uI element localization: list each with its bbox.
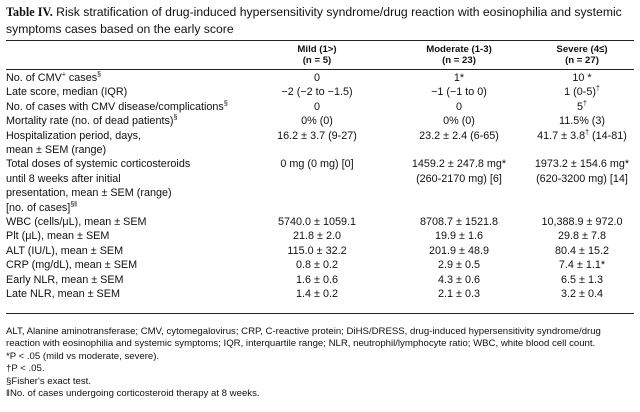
col-header-severe-n: (n = 27) (565, 55, 599, 66)
col-header-moderate: Moderate (1-3) (n = 23) (400, 44, 518, 66)
cell-mild: 0 (313, 100, 320, 113)
cell-severe: 10,388.9 ± 972.0 (541, 216, 623, 229)
cell-mild: 0 mg (0 mg) [0] (280, 158, 354, 171)
cell-severe: 29.8 ± 7.8 (558, 230, 606, 243)
col-header-moderate-name: Moderate (1-3) (426, 44, 492, 55)
footnotes: ALT, Alanine aminotransferase; CMV, cyto… (6, 326, 634, 400)
cell-severe: 1 (0-5)† (564, 85, 600, 99)
table-row: No. of cases with CMV disease/complicati… (6, 100, 634, 114)
cell-severe: 5† (577, 100, 587, 113)
cell-mild: 16.2 ± 3.7 (9-27) (277, 129, 357, 142)
table-row: ALT (IU/L), mean ± SEM 115.0 ± 32.2 201.… (6, 244, 634, 258)
footnote-parallel: ‖No. of cases undergoing corticosteroid … (6, 388, 260, 400)
col-header-mild: Mild (1>) (n = 5) (265, 44, 369, 66)
col-header-moderate-n: (n = 23) (442, 55, 476, 66)
top-rule (6, 40, 634, 41)
table-caption: Risk stratification of drug-induced hype… (6, 5, 622, 36)
table-row-continued: until 8 weeks after initial (260-2170 mg… (6, 172, 634, 186)
cell-mild: −2 (−2 to −1.5) (281, 86, 353, 99)
cell-mild: 0 (313, 72, 320, 84)
row-label: Plt (μL), mean ± SEM (6, 230, 110, 243)
col-header-severe: Severe (4≤) (n = 27) (530, 44, 634, 66)
col-header-mild-name: Mild (1>) (297, 44, 337, 55)
cell-severe: 1973.2 ± 154.6 mg* (534, 158, 630, 171)
cell-severe: 10 * (572, 72, 592, 84)
cell-moderate: 0 (455, 100, 462, 113)
row-label: Total doses of systemic corticosteroids (6, 158, 191, 171)
cell-moderate: 1459.2 ± 247.8 mg* (411, 158, 507, 171)
cell-severe: 7.4 ± 1.1* (558, 259, 606, 272)
cell-mild: 5740.0 ± 1059.1 (278, 216, 356, 229)
row-label: WBC (cells/μL), mean ± SEM (6, 216, 147, 229)
row-label-continued: presentation, mean ± SEM (range) (6, 187, 172, 200)
cell-mild: 0% (0) (301, 115, 333, 128)
row-label-continued: mean ± SEM (range) (6, 144, 107, 157)
cell-moderate: 2.9 ± 0.5 (438, 259, 480, 272)
table-label: Table IV. (6, 5, 53, 19)
cell-moderate: 8708.7 ± 1521.8 (420, 216, 498, 229)
table-row: Hospitalization period, days, 16.2 ± 3.7… (6, 129, 634, 143)
col-header-severe-name: Severe (4≤) (556, 44, 608, 55)
footnote-section: §Fisher's exact test. (6, 375, 92, 387)
table-row: Late score, median (IQR) −2 (−2 to −1.5)… (6, 85, 634, 99)
cell-moderate: 19.9 ± 1.6 (435, 230, 483, 243)
header-rule (6, 69, 634, 70)
cell-moderate: 0% (0) (443, 115, 475, 128)
cell-mild: 21.8 ± 2.0 (293, 230, 341, 243)
data-table: No. of CMV+ cases§ 0 1* 10 * Late score,… (6, 71, 634, 302)
table-row: Plt (μL), mean ± SEM 21.8 ± 2.0 19.9 ± 1… (6, 229, 634, 243)
cell-moderate: 23.2 ± 2.4 (6-65) (419, 129, 499, 142)
table-row-continued: [no. of cases]§‖ (6, 201, 634, 215)
row-label-continued: [no. of cases]§‖ (6, 201, 78, 214)
cell-severe: 41.7 ± 3.8† (14-81) (537, 129, 627, 142)
table-row: Mortality rate (no. of dead patients)§ 0… (6, 114, 634, 128)
cell-moderate: 4.3 ± 0.6 (438, 273, 480, 286)
table-row: CRP (mg/dL), mean ± SEM 0.8 ± 0.2 2.9 ± … (6, 258, 634, 272)
row-label-continued: until 8 weeks after initial (6, 172, 121, 185)
table-row-continued: presentation, mean ± SEM (range) (6, 186, 634, 200)
row-label: Late score, median (IQR) (6, 86, 128, 99)
table-row: Late NLR, mean ± SEM 1.4 ± 0.2 2.1 ± 0.3… (6, 287, 634, 301)
footnote-star: *P < .05 (mild vs moderate, severe). (6, 350, 160, 362)
cell-moderate: 201.9 ± 48.9 (429, 244, 489, 257)
bottom-rule (6, 313, 634, 314)
footnote-dagger: †P < .05. (6, 363, 45, 375)
col-header-mild-n: (n = 5) (302, 55, 332, 66)
row-label: Mortality rate (no. of dead patients)§ (6, 114, 178, 128)
table-row: Total doses of systemic corticosteroids … (6, 157, 634, 171)
cell-severe: 80.4 ± 15.2 (555, 244, 609, 257)
footnote-abbreviations: ALT, Alanine aminotransferase; CMV, cyto… (6, 326, 601, 350)
cell-moderate: −1 (−1 to 0) (431, 86, 487, 99)
cell-severe: 6.5 ± 1.3 (561, 273, 603, 286)
table-row: Early NLR, mean ± SEM 1.6 ± 0.6 4.3 ± 0.… (6, 273, 634, 287)
table-row: No. of CMV+ cases§ 0 1* 10 * (6, 71, 634, 85)
table-row-continued: mean ± SEM (range) (6, 143, 634, 157)
row-label: Hospitalization period, days, (6, 129, 142, 142)
cell-moderate-continued: (260-2170 mg) [6] (416, 172, 502, 185)
cell-mild: 115.0 ± 32.2 (287, 244, 347, 257)
cell-mild: 0.8 ± 0.2 (296, 259, 338, 272)
table-title: Table IV. Risk stratification of drug-in… (6, 4, 634, 38)
cell-mild: 1.6 ± 0.6 (296, 273, 338, 286)
cell-mild: 1.4 ± 0.2 (296, 288, 338, 301)
row-label: CRP (mg/dL), mean ± SEM (6, 259, 138, 272)
cell-moderate: 1* (453, 72, 465, 84)
row-label: Early NLR, mean ± SEM (6, 273, 124, 286)
table-row: WBC (cells/μL), mean ± SEM 5740.0 ± 1059… (6, 215, 634, 229)
cell-severe: 3.2 ± 0.4 (561, 288, 603, 301)
row-label: Late NLR, mean ± SEM (6, 288, 120, 301)
cell-severe: 11.5% (3) (558, 115, 605, 128)
cell-moderate: 2.1 ± 0.3 (438, 288, 480, 301)
row-label: ALT (IU/L), mean ± SEM (6, 244, 124, 257)
cell-severe-continued: (620-3200 mg) [14] (536, 172, 628, 185)
row-label: No. of CMV+ cases§ (6, 71, 102, 84)
row-label: No. of cases with CMV disease/complicati… (6, 100, 228, 113)
